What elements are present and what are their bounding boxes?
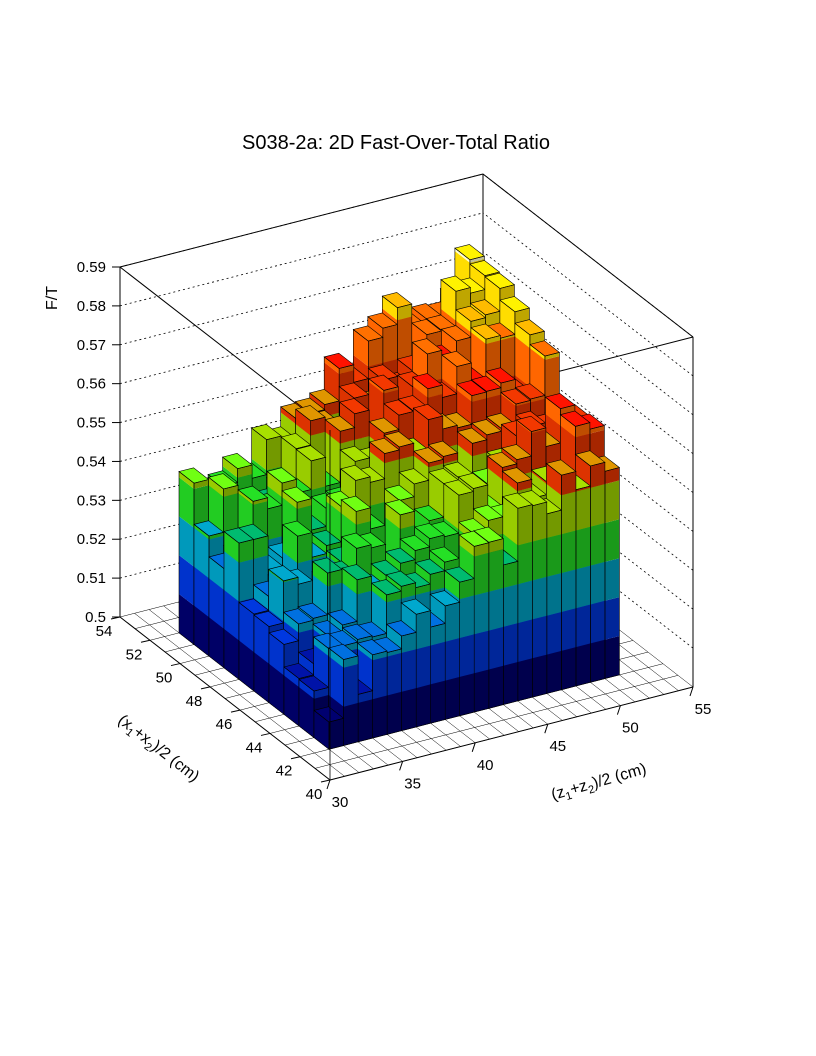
plot-frame-front [119,267,694,781]
tick-label: 0.55 [77,415,106,432]
tick-label: 35 [404,775,421,792]
tick-label: 40 [306,786,323,803]
tick-label: 0.5 [85,609,106,626]
tick-label: 0.57 [77,337,106,354]
y-axis-label: (x1+x2)/2 (cm) [113,712,203,788]
axis-ticks: 0.5 0.51 0.52 0.53 0.54 0.55 0.56 0.57 0.58 0.59 3… [77,259,712,811]
tick-label: 50 [622,720,639,737]
svg-text:F/T: F/T [44,286,61,310]
chart-title: S038-2a: 2D Fast-Over-Total Ratio [242,132,550,154]
tick-label: 0.53 [77,492,106,509]
lego-bars [178,244,621,750]
tick-label: 50 [156,670,173,687]
tick-label: 44 [246,739,263,756]
svg-text:(z1+z2)/2 (cm): (z1+z2)/2 (cm) [549,760,649,806]
tick-label: 0.59 [77,259,106,276]
tick-label: 48 [186,693,203,710]
svg-text:(x1+x2)/2 (cm): (x1+x2)/2 (cm) [113,712,203,788]
tick-label: 46 [216,716,233,733]
z-axis-label: F/T [44,286,61,310]
tick-label: 0.56 [77,376,106,393]
x-axis-label: (z1+z2)/2 (cm) [549,760,649,806]
tick-label: 42 [276,763,293,780]
tick-label: 40 [477,757,494,774]
tick-label: 0.52 [77,531,106,548]
tick-label: 45 [549,738,566,755]
tick-label: 30 [332,794,349,811]
tick-label: 0.51 [77,570,106,587]
tick-label: 52 [126,646,143,663]
tick-label: 54 [96,623,113,640]
tick-label: 0.54 [77,453,106,470]
lego-bar [313,706,345,750]
tick-label: 55 [695,701,712,718]
tick-label: 0.58 [77,298,106,315]
